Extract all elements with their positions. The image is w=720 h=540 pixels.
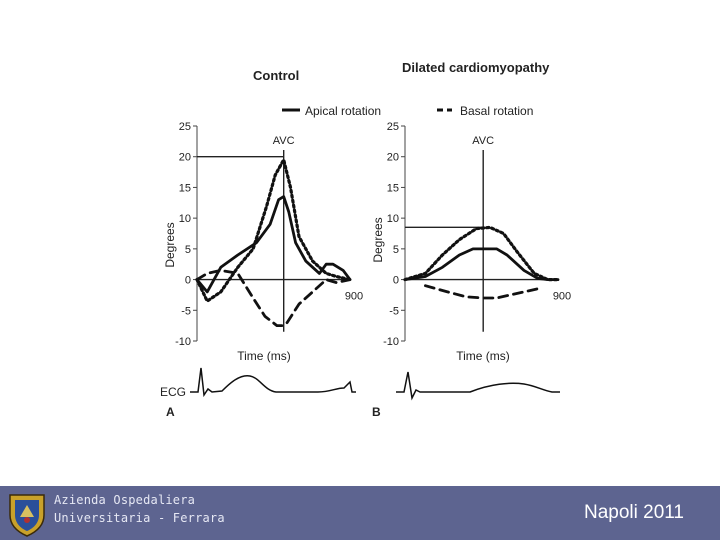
organization-line-2: Universitaria - Ferrara <box>54 511 225 525</box>
panel-b-y-tick-label: -10 <box>383 336 399 348</box>
panel-b-plot: 25 20 15 10 5 0 -5 -10 900 AVC <box>383 121 571 348</box>
panel-a-title: Control <box>253 68 299 83</box>
panel-a: Control Apical rotation Degrees Time (ms… <box>163 68 381 419</box>
panel-a-y-tick-label: 25 <box>179 121 191 133</box>
panel-b-title: Dilated cardiomyopathy <box>402 60 550 75</box>
panel-a-y-tick-label: 10 <box>179 213 191 225</box>
ecg-trace-a <box>190 367 356 398</box>
event-label: Napoli 2011 <box>583 502 684 523</box>
panel-b-y-tick-label: 15 <box>387 182 399 194</box>
panel-a-label: A <box>166 405 175 419</box>
panel-b-xlabel: Time (ms) <box>456 349 510 363</box>
panel-b-series-solid <box>403 247 560 281</box>
panel-b-x-tick-label: 900 <box>553 291 571 303</box>
panel-b-y-tick-label: -5 <box>389 305 399 317</box>
panel-a-series-dashed <box>195 269 352 327</box>
panel-b-ylabel: Degrees <box>371 217 385 262</box>
panel-a-y-tick-label: 5 <box>185 244 191 256</box>
panel-a-y-tick-label: -5 <box>181 305 191 317</box>
panel-b-y-tick-label: 25 <box>387 121 399 133</box>
panel-b-y-tick-label: 10 <box>387 213 399 225</box>
panel-a-ylabel: Degrees <box>163 222 177 267</box>
panel-a-y-tick-label: 20 <box>179 152 191 164</box>
panel-b-series-dotted <box>403 225 560 282</box>
hospital-crest-icon <box>9 494 45 537</box>
panel-b-y-tick-label: 0 <box>393 275 399 287</box>
panel-a-series-dotted <box>195 158 352 303</box>
legend-apical-label: Apical rotation <box>305 104 381 118</box>
panel-a-y-tick-label: 0 <box>185 275 191 287</box>
panel-b-series-dashed <box>424 284 539 300</box>
panel-a-series-solid <box>195 195 352 294</box>
panel-b-y-tick-label: 5 <box>393 244 399 256</box>
panel-a-x-tick-label: 900 <box>345 291 363 303</box>
ecg-trace-b <box>396 371 560 401</box>
panel-b-avc-label: AVC <box>472 135 494 147</box>
panel-b-label: B <box>372 405 381 419</box>
panel-a-plot: 25 20 15 10 5 0 -5 -10 900 AVC <box>175 121 363 348</box>
panel-a-xlabel: Time (ms) <box>237 349 291 363</box>
panel-a-avc-label: AVC <box>273 135 295 147</box>
figure: Control Apical rotation Degrees Time (ms… <box>160 60 571 419</box>
panel-a-y-tick-label: 15 <box>179 182 191 194</box>
footer-bar: Azienda Ospedaliera Universitaria - Ferr… <box>0 486 720 540</box>
panel-b: Dilated cardiomyopathy Basal rotation De… <box>371 60 571 419</box>
organization-line-1: Azienda Ospedaliera <box>54 493 196 507</box>
panel-a-y-tick-label: -10 <box>175 336 191 348</box>
legend-basal-label: Basal rotation <box>460 104 533 118</box>
ecg-label: ECG <box>160 385 186 399</box>
panel-b-y-tick-label: 20 <box>387 152 399 164</box>
